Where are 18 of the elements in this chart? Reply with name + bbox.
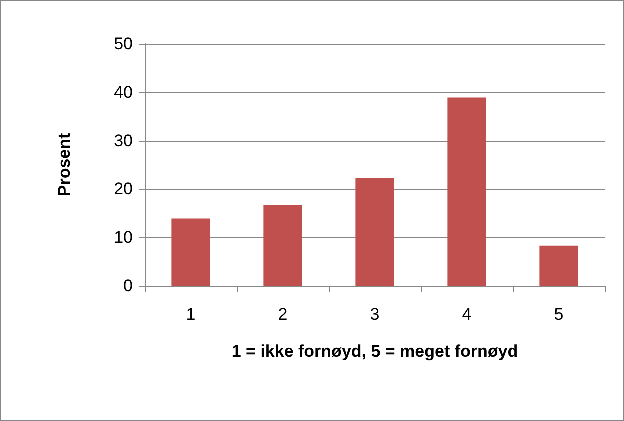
y-tick-label: 50 (114, 34, 133, 54)
y-tick-label: 20 (114, 180, 133, 199)
x-tick-label: 3 (370, 305, 380, 324)
x-tick-label: 2 (278, 305, 288, 324)
x-tick-label: 1 (186, 305, 196, 324)
x-tick-label: 5 (554, 305, 564, 324)
bar (356, 178, 394, 286)
x-axis-title: 1 = ikke fornøyd, 5 = meget fornøyd (232, 342, 518, 361)
y-tick-label: 40 (114, 82, 133, 102)
y-tick-label: 0 (124, 276, 133, 296)
bar (540, 246, 578, 286)
bar (264, 205, 302, 286)
y-axis-title: Prosent (55, 133, 74, 197)
bar (448, 98, 486, 286)
y-tick-label: 30 (114, 131, 133, 150)
bar (172, 218, 210, 286)
x-tick-label: 4 (462, 305, 472, 324)
y-tick-label: 10 (114, 228, 133, 248)
